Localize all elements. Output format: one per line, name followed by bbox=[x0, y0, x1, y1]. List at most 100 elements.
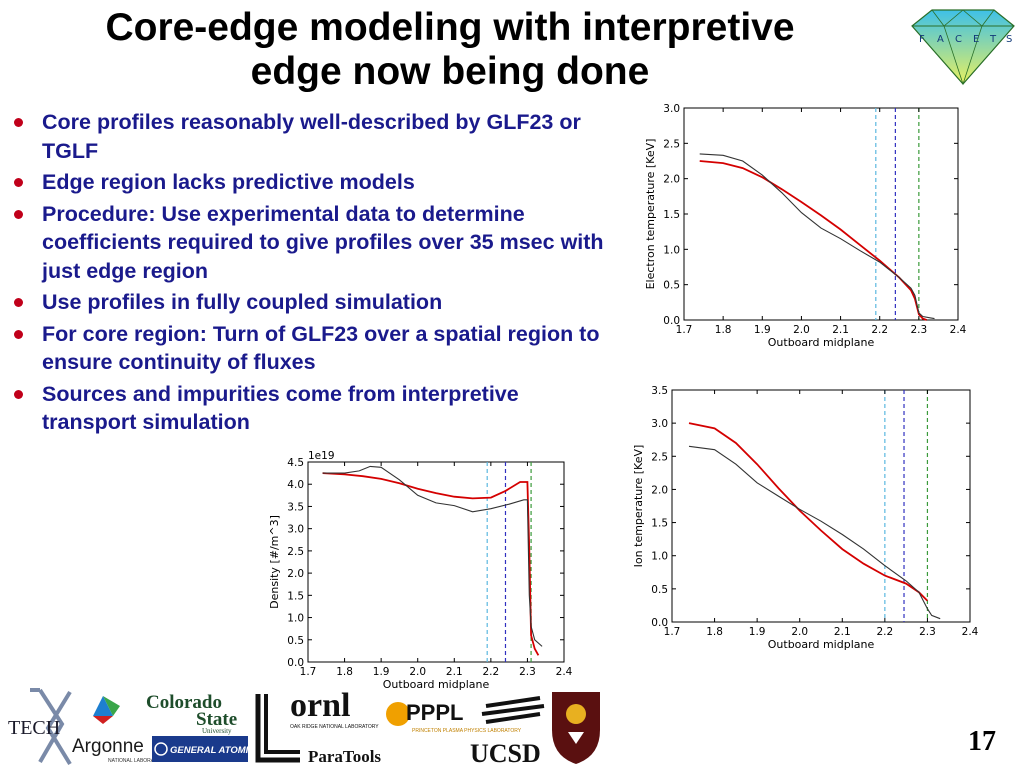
general-atomics-logo: GENERAL ATOMICS bbox=[152, 736, 262, 762]
facets-letter-a: A bbox=[937, 34, 944, 45]
university-crest-logo bbox=[552, 692, 600, 764]
bullet-item: Use profiles in fully coupled simulation bbox=[10, 288, 610, 317]
pppl-subtext: PRINCETON PLASMA PHYSICS LABORATORY bbox=[412, 728, 522, 734]
ion-temperature-plot: 1.7 1.8 1.9 2.0 2.1 2.2 2.3 2.4 0.0 0.5 1.0 1.5 2.0 2… bbox=[632, 385, 979, 651]
y-tick-label: 4.5 bbox=[287, 457, 304, 469]
y-axis-label: Electron temperature [KeV] bbox=[644, 139, 657, 290]
bullet-item: For core region: Turn of GLF23 over a sp… bbox=[10, 320, 610, 377]
colorado-state-logo: Colorado State University bbox=[146, 692, 237, 735]
facets-letter-t: T bbox=[989, 34, 997, 45]
x-tick-label: 2.4 bbox=[556, 666, 573, 678]
bullet-dot-icon bbox=[14, 298, 23, 307]
pppl-text: PPPL bbox=[406, 700, 463, 725]
x-axis-label: Outboard midplane bbox=[383, 678, 490, 691]
x-tick-label: 2.3 bbox=[519, 666, 536, 678]
model-profile-line bbox=[699, 160, 928, 321]
ucsd-logo: UCSD bbox=[470, 696, 545, 768]
x-tick-label: 1.7 bbox=[664, 626, 681, 638]
ornl-logo: ornl OAK RIDGE NATIONAL LABORATORY ParaT… bbox=[255, 687, 381, 766]
facets-letter-e: E bbox=[973, 34, 979, 45]
y-tick-label: 1.5 bbox=[651, 518, 668, 530]
paratools-text: ParaTools bbox=[308, 747, 381, 766]
y-tick-label: 1.5 bbox=[663, 209, 680, 221]
plot-frame bbox=[683, 107, 959, 321]
x-tick-label: 1.9 bbox=[749, 626, 766, 638]
x-tick-label: 1.8 bbox=[715, 324, 732, 336]
bullet-item: Edge region lacks predictive models bbox=[10, 168, 610, 197]
x-tick-label: 1.8 bbox=[706, 626, 723, 638]
bullet-list: Core profiles reasonably well-described … bbox=[10, 108, 610, 440]
y-tick-label: 2.5 bbox=[663, 138, 680, 150]
bullet-text: Core profiles reasonably well-described … bbox=[42, 110, 581, 163]
y-tick-label: 1.0 bbox=[287, 613, 304, 625]
argonne-subtext: NATIONAL LABORATORY bbox=[108, 758, 168, 764]
x-tick-label: 2.2 bbox=[877, 626, 894, 638]
x-tick-label: 1.8 bbox=[336, 666, 353, 678]
facets-letter-s: S bbox=[1006, 34, 1012, 45]
experimental-profile-line bbox=[322, 465, 543, 647]
plot-frame bbox=[671, 389, 971, 623]
x-tick-label: 1.7 bbox=[300, 666, 317, 678]
x-tick-label: 2.1 bbox=[832, 324, 849, 336]
y-tick-label: 2.0 bbox=[651, 484, 668, 496]
slide-title: Core-edge modeling with interpretive edg… bbox=[20, 6, 880, 94]
x-axis-label: Outboard midplane bbox=[768, 336, 875, 349]
axis-multiplier-label: 1e19 bbox=[308, 450, 335, 462]
bullet-text: For core region: Turn of GLF23 over a sp… bbox=[42, 321, 600, 375]
y-axis-label: Density [#/m^3] bbox=[268, 515, 281, 609]
experimental-profile-line bbox=[699, 153, 935, 320]
y-tick-label: 2.5 bbox=[287, 546, 304, 558]
density-plot: 1.7 1.8 1.9 2.0 2.1 2.2 2.3 2.4 0.0 0.5 1.0 1.5 2.0 2… bbox=[268, 450, 573, 691]
y-tick-label: 3.0 bbox=[663, 103, 680, 115]
x-tick-label: 2.0 bbox=[793, 324, 810, 336]
experimental-profile-line bbox=[688, 445, 941, 620]
x-tick-label: 2.1 bbox=[446, 666, 463, 678]
y-tick-label: 1.0 bbox=[651, 551, 668, 563]
bullet-text: Edge region lacks predictive models bbox=[42, 170, 415, 194]
bullet-dot-icon bbox=[14, 209, 23, 219]
bullet-dot-icon bbox=[14, 389, 23, 399]
y-tick-label: 0.0 bbox=[287, 657, 304, 669]
bullet-text: Use profiles in fully coupled simulation bbox=[42, 290, 443, 314]
slide-title-line-1: Core-edge modeling with interpretive bbox=[105, 6, 795, 49]
slide-title-line-2: edge now being done bbox=[250, 50, 650, 93]
x-tick-label: 2.3 bbox=[919, 626, 936, 638]
bullet-dot-icon bbox=[14, 178, 23, 187]
x-tick-label: 1.9 bbox=[754, 324, 771, 336]
state-text: State bbox=[196, 709, 237, 730]
general-atomics-text: GENERAL ATOMICS bbox=[170, 745, 262, 756]
y-tick-label: 0.0 bbox=[651, 617, 668, 629]
electron-temperature-plot: 1.7 1.8 1.9 2.0 2.1 2.2 2.3 2.4 0.0 0.5 1.0 1.5 2.0 2… bbox=[644, 103, 967, 349]
plot-frame bbox=[307, 461, 565, 663]
y-tick-label: 0.5 bbox=[651, 584, 668, 596]
tech-text: TECH bbox=[8, 717, 60, 739]
bullet-item: Sources and impurities come from interpr… bbox=[10, 380, 610, 437]
ucsd-text: UCSD bbox=[470, 739, 541, 768]
argonne-logo: Argonne NATIONAL LABORATORY bbox=[72, 696, 168, 764]
ornl-text: ornl bbox=[290, 687, 350, 724]
colorado-text: Colorado bbox=[146, 692, 222, 713]
x-tick-label: 2.2 bbox=[871, 324, 888, 336]
model-profile-line bbox=[322, 472, 540, 656]
y-tick-label: 3.0 bbox=[651, 418, 668, 430]
y-tick-label: 2.0 bbox=[663, 174, 680, 186]
x-tick-label: 1.7 bbox=[676, 324, 693, 336]
argonne-text: Argonne bbox=[72, 736, 144, 757]
y-axis-label: Ion temperature [KeV] bbox=[632, 445, 645, 568]
page-number: 17 bbox=[968, 726, 996, 757]
bullet-text: Sources and impurities come from interpr… bbox=[42, 381, 519, 435]
x-tick-label: 1.9 bbox=[373, 666, 390, 678]
y-tick-label: 1.0 bbox=[663, 244, 680, 256]
bullet-dot-icon bbox=[14, 329, 23, 339]
y-tick-label: 1.5 bbox=[287, 590, 304, 602]
facets-logo: F A C E T S bbox=[904, 6, 1022, 86]
x-tick-label: 2.0 bbox=[791, 626, 808, 638]
y-tick-label: 3.5 bbox=[287, 501, 304, 513]
sponsor-logos: TECH Argonne NATIONAL LABORATORY Colorad… bbox=[0, 684, 1024, 768]
ornl-subtext: OAK RIDGE NATIONAL LABORATORY bbox=[290, 724, 379, 730]
model-profile-line bbox=[688, 422, 929, 602]
x-tick-label: 2.2 bbox=[483, 666, 500, 678]
bullet-text: Procedure: Use experimental data to dete… bbox=[42, 201, 604, 283]
x-tick-label: 2.3 bbox=[911, 324, 928, 336]
y-tick-label: 4.0 bbox=[287, 479, 304, 491]
